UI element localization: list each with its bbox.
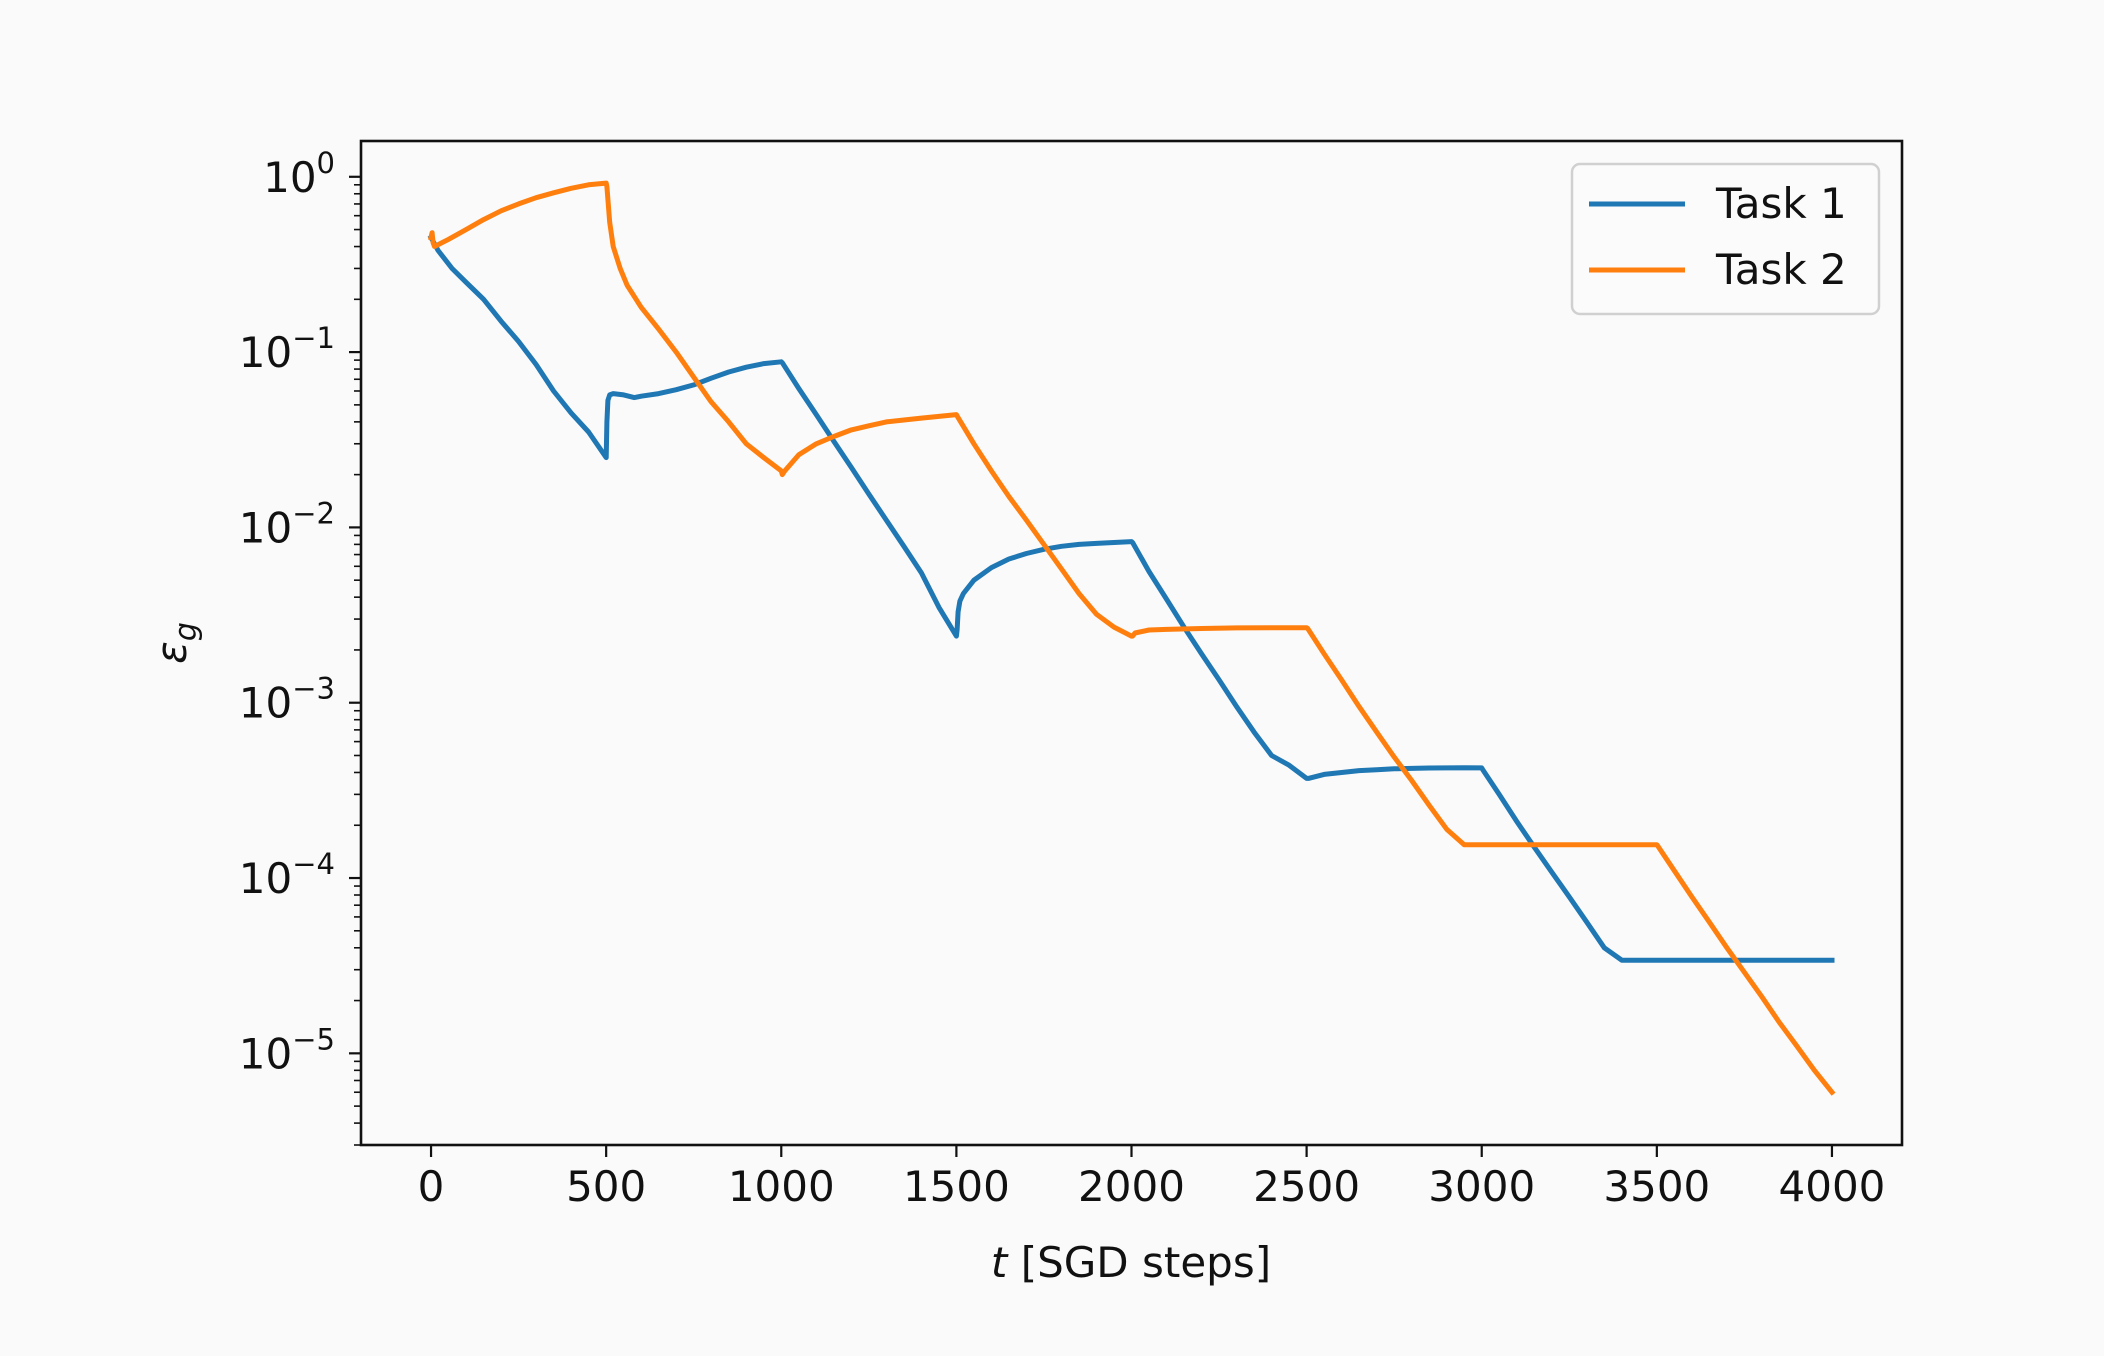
x-tick-label: 4000 bbox=[1779, 1162, 1886, 1211]
x-tick-label: 3000 bbox=[1428, 1162, 1535, 1211]
x-axis-label-variable: t bbox=[991, 1238, 1009, 1287]
y-tick-label: 100 bbox=[263, 146, 335, 202]
y-tick-label: 10−3 bbox=[239, 672, 335, 728]
y-axis-label: εg bbox=[147, 622, 204, 664]
series-line-task-2 bbox=[428, 180, 1836, 1096]
x-axis: 0 500 1000 1500 2000 2500 3000 3500 4000 bbox=[418, 1145, 1886, 1211]
x-tick-label: 500 bbox=[566, 1162, 646, 1211]
series-line-task-1 bbox=[427, 234, 1835, 963]
y-tick-label: 10−4 bbox=[239, 847, 335, 903]
y-axis-label-symbol: ε bbox=[147, 641, 196, 664]
x-tick-label: 3500 bbox=[1603, 1162, 1710, 1211]
y-axis: 100 10−1 10−2 10−3 10−4 10−5 bbox=[239, 146, 361, 1146]
y-tick-label: 10−5 bbox=[239, 1022, 335, 1078]
legend-label-task-2: Task 2 bbox=[1715, 245, 1847, 294]
x-tick-label: 0 bbox=[418, 1162, 445, 1211]
x-tick-label: 1500 bbox=[903, 1162, 1010, 1211]
x-tick-label: 2500 bbox=[1253, 1162, 1360, 1211]
legend-label-task-1: Task 1 bbox=[1715, 179, 1847, 228]
y-axis-label-subscript: g bbox=[169, 622, 204, 641]
y-tick-label: 10−1 bbox=[239, 321, 335, 377]
series-layer bbox=[427, 180, 1836, 1096]
y-tick-label: 10−2 bbox=[239, 496, 335, 552]
legend: Task 1 Task 2 bbox=[1570, 162, 1881, 316]
x-axis-label-unit: [SGD steps] bbox=[1007, 1238, 1271, 1287]
x-tick-label: 1000 bbox=[728, 1162, 835, 1211]
x-tick-label: 2000 bbox=[1078, 1162, 1185, 1211]
x-axis-label: t [SGD steps] bbox=[991, 1238, 1271, 1287]
